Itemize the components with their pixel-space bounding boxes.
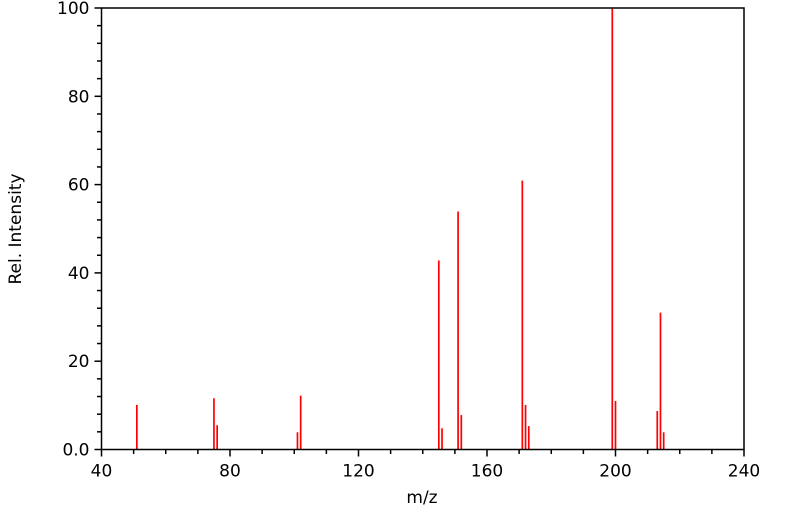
- y-tick-label: 80: [68, 87, 90, 107]
- x-tick-label: 120: [342, 462, 374, 482]
- x-axis-label: m/z: [406, 488, 437, 508]
- y-axis-label: Rel. Intensity: [6, 173, 26, 284]
- x-tick-label: 200: [599, 462, 631, 482]
- x-tick-label: 80: [219, 462, 241, 482]
- axes-frame: [100, 7, 745, 451]
- tick-labels: 40 80 120 160 200 240 0.0 20 40 60 80 100: [57, 0, 760, 482]
- y-tick-label: 40: [68, 264, 90, 284]
- y-tick-label: 100: [57, 0, 89, 19]
- y-tick-label: 0.0: [62, 441, 89, 461]
- x-tick-label: 240: [728, 462, 760, 482]
- y-tick-label: 20: [68, 352, 90, 372]
- x-tick-label: 160: [471, 462, 503, 482]
- plot-frame: [100, 7, 745, 451]
- axis-ticks: [94, 7, 745, 457]
- x-tick-label: 40: [91, 462, 113, 482]
- y-tick-label: 60: [68, 176, 90, 196]
- spectrum-peaks: [135, 8, 665, 449]
